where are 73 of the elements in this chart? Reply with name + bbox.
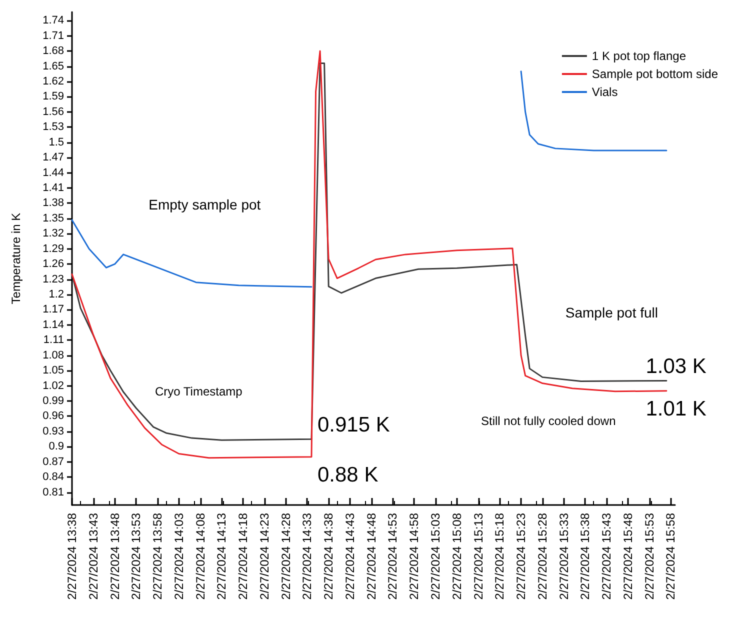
x-tick-label: 2/27/2024 14:08 [193, 512, 208, 600]
annotation: 1.03 K [646, 355, 706, 378]
y-tick-label: 1.02 [42, 380, 64, 392]
y-tick-label: 1.44 [42, 166, 64, 179]
y-tick-label: 1.68 [42, 45, 64, 58]
y-tick-label: 1.32 [42, 228, 64, 240]
y-tick-label: 1.26 [42, 258, 64, 270]
x-tick-label: 2/27/2024 15:33 [556, 512, 571, 600]
y-tick-label: 1.74 [42, 14, 64, 27]
legend-label: Vials [592, 85, 618, 99]
x-tick-label: 2/27/2024 13:38 [65, 512, 79, 600]
x-tick-label: 2/27/2024 15:53 [642, 512, 656, 600]
x-tick-label: 2/27/2024 15:03 [428, 512, 443, 600]
annotation: 0.915 K [317, 414, 390, 437]
annotation: Sample pot full [565, 304, 658, 321]
y-tick-label: 1.35 [42, 212, 64, 224]
x-tick-label: 2/27/2024 14:53 [386, 512, 400, 600]
x-tick-label: 2/27/2024 15:23 [514, 512, 528, 600]
y-tick-label: 1.14 [42, 318, 64, 331]
x-tick-label: 2/27/2024 14:43 [342, 512, 357, 600]
y-tick-label: 0.9 [48, 440, 64, 453]
y-tick-label: 0.96 [42, 410, 64, 422]
y-tick-label: 0.81 [42, 486, 64, 498]
y-tick-label: 1.65 [42, 60, 64, 72]
x-tick-label: 2/27/2024 13:48 [108, 512, 122, 600]
x-tick-label: 2/27/2024 14:13 [214, 512, 229, 600]
y-tick-label: 1.17 [42, 304, 64, 316]
y-tick-label: 1.56 [42, 106, 64, 118]
y-tick-label: 1.71 [42, 30, 64, 42]
x-tick-label: 2/27/2024 15:38 [578, 512, 592, 600]
x-tick-label: 2/27/2024 15:43 [600, 512, 614, 600]
y-tick-label: 1.11 [43, 334, 64, 346]
x-tick-label: 2/27/2024 15:08 [450, 512, 464, 600]
y-tick-label: 0.84 [42, 471, 64, 484]
legend-label: Sample pot bottom side [592, 67, 718, 81]
y-tick-label: 1.29 [42, 242, 64, 255]
x-tick-label: 2/27/2024 14:18 [236, 512, 250, 600]
y-tick-label: 0.93 [42, 425, 64, 438]
x-tick-label: 2/27/2024 14:33 [300, 512, 314, 600]
y-tick-label: 1.62 [42, 75, 64, 88]
y-tick-label: 1.59 [42, 90, 64, 103]
legend-label: 1 K pot top flange [592, 49, 686, 63]
x-tick-label: 2/27/2024 15:28 [535, 512, 550, 600]
x-tick-label: 2/27/2024 14:23 [257, 512, 272, 600]
y-tick-label: 1.05 [42, 364, 64, 377]
y-tick-label: 1.53 [42, 121, 64, 134]
y-tick-label: 1.41 [42, 182, 64, 194]
x-tick-label: 2/27/2024 13:58 [150, 512, 165, 600]
x-tick-label: 2/27/2024 15:13 [471, 512, 486, 600]
x-tick-label: 2/27/2024 15:48 [620, 512, 635, 600]
y-axis-title: Temperature in K [9, 212, 23, 304]
annotation: 0.88 K [317, 463, 378, 486]
y-tick-label: 1.47 [42, 152, 64, 164]
y-tick-label: 1.5 [48, 136, 64, 148]
x-tick-label: 2/27/2024 13:53 [129, 512, 144, 600]
y-tick-label: 1.2 [48, 288, 64, 301]
y-tick-label: 0.87 [42, 456, 64, 468]
y-tick-label: 1.23 [42, 273, 64, 286]
x-tick-label: 2/27/2024 13:43 [86, 512, 100, 600]
annotation: Empty sample pot [148, 196, 261, 212]
annotation: 1.01 K [646, 397, 706, 420]
y-tick-label: 1.38 [42, 197, 64, 210]
x-tick-label: 2/27/2024 14:48 [364, 512, 378, 600]
annotation: Still not fully cooled down [480, 414, 616, 428]
x-tick-label: 2/27/2024 14:03 [172, 512, 186, 600]
x-tick-label: 2/27/2024 14:38 [322, 512, 336, 600]
x-tick-label: 2/27/2024 15:18 [492, 512, 507, 600]
y-tick-label: 0.99 [42, 395, 64, 408]
x-tick-label: 2/27/2024 15:58 [664, 512, 678, 600]
x-tick-label: 2/27/2024 14:58 [407, 512, 422, 600]
x-tick-label: 2/27/2024 14:28 [278, 512, 293, 600]
annotation: Cryo Timestamp [154, 384, 243, 399]
y-tick-label: 1.08 [42, 349, 64, 362]
